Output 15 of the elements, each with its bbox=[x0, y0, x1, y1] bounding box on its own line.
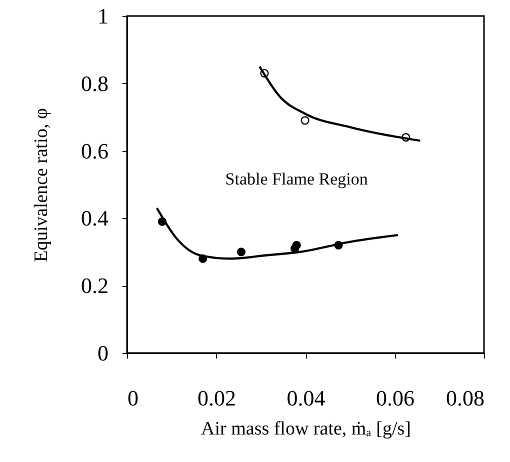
annotation: Stable Flame Region bbox=[225, 169, 368, 188]
x-tick-label: 0 bbox=[128, 386, 138, 410]
y-tick-label: 0.4 bbox=[81, 206, 108, 231]
y-tick-label: 0.8 bbox=[81, 70, 108, 96]
y-tick-label: 1 bbox=[98, 4, 108, 28]
y-tick-label: 0.6 bbox=[81, 138, 108, 164]
y-tick-label: 0.2 bbox=[81, 273, 108, 298]
x-axis-title: Air mass flow rate, ṁₐ [g/s] bbox=[201, 418, 411, 440]
x-tick-label: 0.04 bbox=[286, 386, 326, 410]
y-axis-title: Equivalence ratio, φ bbox=[31, 108, 52, 262]
x-tick-label: 0.06 bbox=[376, 386, 414, 410]
x-tick-label: 0.02 bbox=[198, 386, 236, 410]
x-tick-label: 0.08 bbox=[446, 386, 484, 410]
y-tick-label: 0 bbox=[98, 340, 108, 366]
line-series bbox=[258, 65, 422, 142]
